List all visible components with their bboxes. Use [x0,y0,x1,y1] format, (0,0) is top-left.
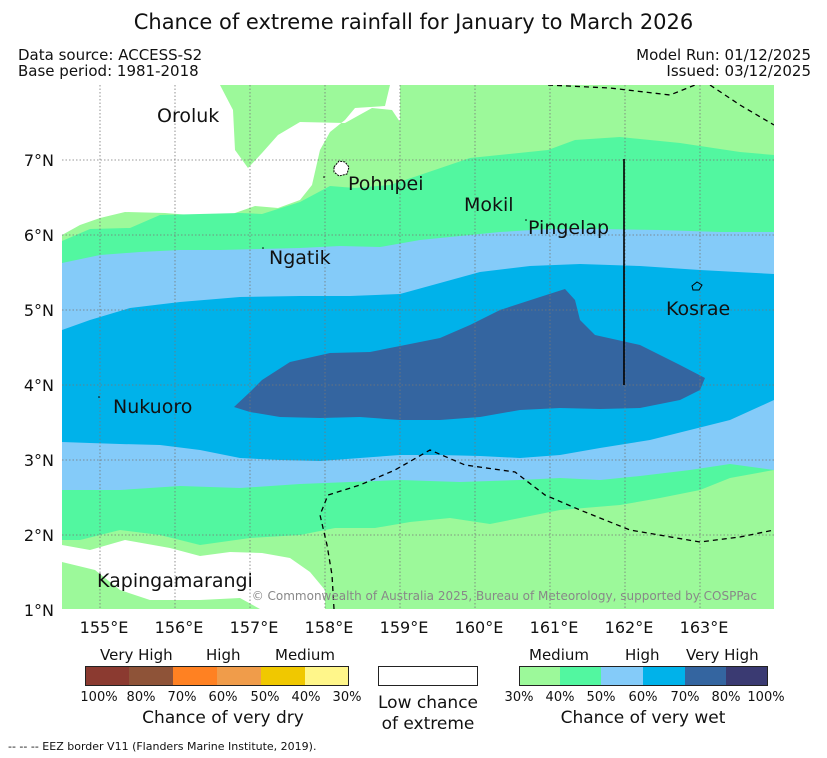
lat-label: 6°N [24,226,54,245]
place-pingelap: Pingelap [528,217,609,239]
wet-swatch-3 [601,666,643,686]
data-source: Data source: ACCESS-S2 [18,46,203,64]
pohnpei-island [333,160,350,177]
place-oroluk: Oroluk [157,105,219,127]
wet-tick: 100% [747,690,785,705]
lat-label: 3°N [24,451,54,470]
lon-label: 155°E [80,618,129,637]
wet-swatch-1 [519,666,560,686]
place-kosrae: Kosrae [666,298,730,320]
copyright-text: © Commonwealth of Australia 2025, Bureau… [252,589,757,603]
place-nukuoro: Nukuoro [113,396,192,418]
low-chance-caption-2: of extreme [381,714,475,734]
wet-tick: 40% [545,690,575,705]
dry-swatch-3 [173,666,217,686]
zone-wet-30-40-south [62,562,260,609]
place-pohnpei: Pohnpei [348,173,424,195]
lon-label: 158°E [305,618,354,637]
place-mokil: Mokil [464,194,514,216]
dry-swatch-5 [261,666,305,686]
lon-label: 159°E [380,618,429,637]
wet-tick: 60% [628,690,658,705]
dry-tick: 100% [80,690,118,705]
lat-label: 7°N [24,151,54,170]
wet-swatch-4 [643,666,685,686]
ngatik-dot [262,247,264,249]
lon-label: 162°E [605,618,654,637]
dry-caption: Chance of very dry [142,708,304,728]
eez-footnote: -- -- -- EEZ border V11 (Flanders Marine… [8,740,317,753]
map-field [62,85,774,609]
wet-tick: 50% [586,690,616,705]
lat-label: 5°N [24,301,54,320]
lon-label: 160°E [455,618,504,637]
dry-swatch-1 [85,666,129,686]
lat-label: 1°N [24,601,54,620]
dry-tick: 80% [126,690,156,705]
lat-axis-labels: 7°N 6°N 5°N 4°N 3°N 2°N 1°N [24,151,54,620]
dry-cat-high: High [206,646,241,664]
lon-label: 157°E [230,618,279,637]
wet-cat-medium: Medium [529,646,589,664]
nukuoro-dot [98,396,100,398]
dry-swatch-4 [217,666,261,686]
lon-label: 163°E [680,618,729,637]
lon-axis-labels: 155°E 156°E 157°E 158°E 159°E 160°E 161°… [80,618,729,637]
place-kapingamarangi: Kapingamarangi [97,570,253,592]
eez-border [319,85,774,609]
lat-label: 2°N [24,526,54,545]
dry-cat-medium: Medium [275,646,335,664]
dry-tick: 70% [167,690,197,705]
wet-tick: 30% [504,690,534,705]
pingelap-dot [525,219,527,221]
issued-date: Issued: 03/12/2025 [666,62,811,80]
low-chance-swatch [378,666,478,686]
wet-cat-very-high: Very High [686,646,759,664]
dry-swatch-6 [305,666,349,686]
zone-low-chance-south [62,540,325,609]
dry-tick: 60% [208,690,238,705]
low-chance-caption-1: Low chance [378,693,478,713]
dry-cat-very-high: Very High [100,646,173,664]
base-period: Base period: 1981-2018 [18,62,199,80]
map-title: Chance of extreme rainfall for January t… [133,10,694,34]
lat-label: 4°N [24,376,54,395]
wet-tick: 80% [711,690,741,705]
wet-caption: Chance of very wet [560,708,726,728]
dry-swatch-2 [129,666,173,686]
wet-swatch-2 [560,666,601,686]
wet-swatch-5 [685,666,726,686]
kosrae-island [691,281,703,291]
model-run: Model Run: 01/12/2025 [636,46,811,64]
zone-wet-70-80 [234,289,705,420]
lon-label: 161°E [530,618,579,637]
dry-tick: 30% [332,690,362,705]
wet-tick: 70% [670,690,700,705]
dry-tick: 50% [250,690,280,705]
place-labels: Oroluk Pohnpei Mokil Pingelap Ngatik Kos… [97,105,730,592]
lon-label: 156°E [155,618,204,637]
wet-swatch-6 [726,666,768,686]
dry-tick: 40% [291,690,321,705]
pohnpei-dot [323,176,325,178]
wet-cat-high: High [625,646,660,664]
place-ngatik: Ngatik [269,247,331,269]
